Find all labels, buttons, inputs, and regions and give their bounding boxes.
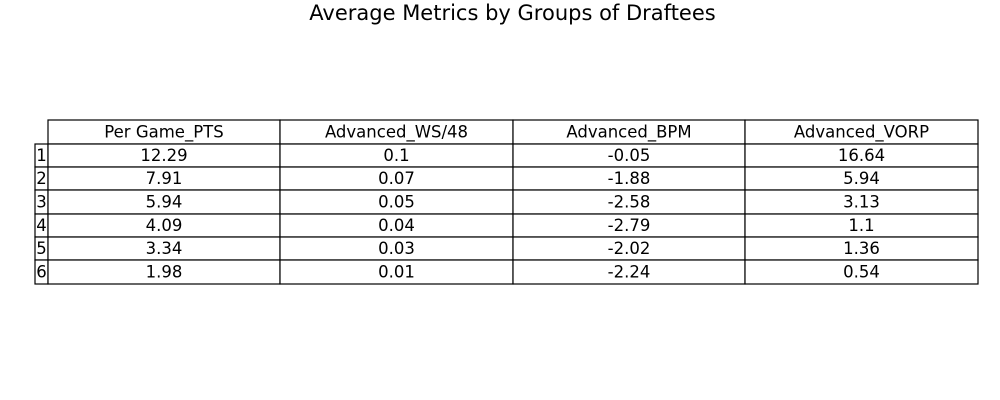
table-cell-value: -2.02 [608, 239, 651, 258]
table-cell-value: 0.07 [378, 169, 415, 188]
table-cell-value: 0.1 [383, 146, 409, 165]
column-header-cell [279, 119, 514, 145]
table-cell-value: 4.09 [146, 216, 183, 235]
table-cell-value: 1.1 [848, 216, 874, 235]
row-label: 5 [36, 239, 47, 258]
table-cell-value: -1.88 [608, 169, 651, 188]
row-label: 2 [36, 169, 47, 188]
table-cell-value: 1.36 [843, 239, 880, 258]
table-cell [47, 259, 281, 285]
column-header-cell [47, 119, 281, 145]
table-cell-value: 0.54 [843, 263, 880, 282]
column-header: Per Game_PTS [104, 123, 223, 143]
row-label: 1 [36, 146, 47, 165]
table-cell-value: 16.64 [838, 146, 885, 165]
table-cell-value: 1.98 [146, 263, 183, 282]
table-cell-value: 5.94 [146, 193, 183, 212]
table-cell-value: -0.05 [608, 146, 651, 165]
row-label: 4 [36, 216, 47, 235]
table-cell-value: -2.24 [608, 263, 651, 282]
table-cell-value: 3.13 [843, 193, 880, 212]
table-cell [512, 259, 746, 285]
column-header: Advanced_VORP [794, 123, 929, 143]
table-cell [279, 259, 514, 285]
table-cell-value: 0.01 [378, 263, 415, 282]
table-cell-value: 12.29 [140, 146, 187, 165]
column-header: Advanced_WS/48 [325, 123, 468, 143]
column-header: Advanced_BPM [566, 123, 691, 143]
table-cell-value: 0.04 [378, 216, 415, 235]
table-cell [744, 259, 979, 285]
table-cell-value: 3.34 [146, 239, 183, 258]
row-label: 6 [36, 263, 47, 282]
table-cell-value: 7.91 [146, 169, 183, 188]
table-cell-value: 0.05 [378, 193, 415, 212]
table-cell [512, 189, 746, 215]
table-cell-value: -2.79 [608, 216, 651, 235]
table-cell [744, 189, 979, 215]
table-cell-value: 0.03 [378, 239, 415, 258]
table-cell-value: -2.58 [608, 193, 651, 212]
row-label: 3 [36, 193, 47, 212]
chart-title: Average Metrics by Groups of Draftees [309, 1, 716, 25]
table-cell-value: 5.94 [843, 169, 880, 188]
column-header-cell [512, 119, 746, 145]
